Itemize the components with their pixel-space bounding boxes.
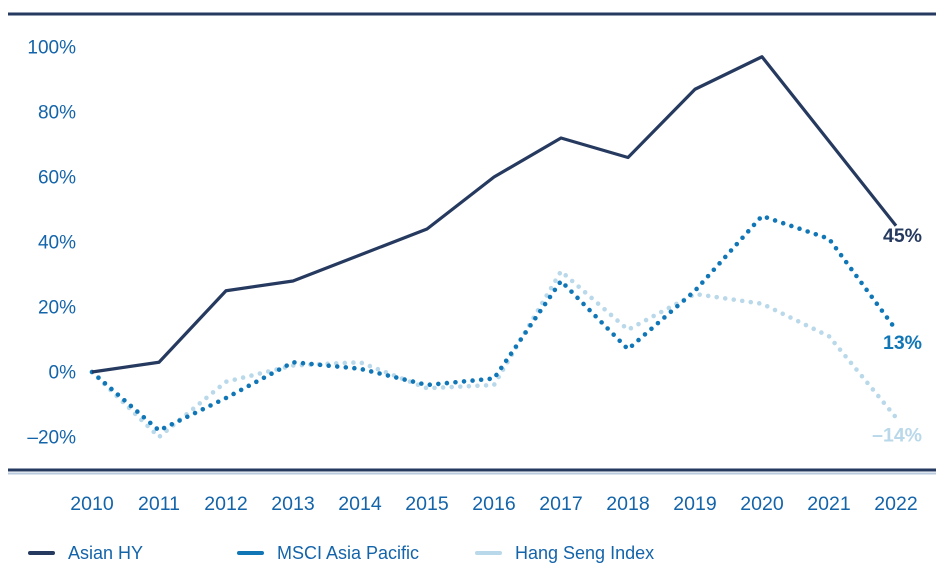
series-line-asian-hy	[91, 55, 898, 374]
x-tick-label: 2014	[338, 493, 382, 515]
chart-canvas: 100% 80% 60% 40% 20% 0% –20% 2010 2011 2012 2013 20…	[8, 12, 936, 515]
y-tick-label: 0%	[49, 363, 77, 384]
legend: Asian HY MSCI Asia Pacific Hang Seng Ind…	[0, 541, 941, 567]
legend-item-asian-hy: Asian HY	[28, 541, 143, 565]
y-tick-label: 100%	[27, 38, 76, 59]
x-tick-label: 2011	[138, 493, 180, 515]
x-tick-label: 2012	[204, 493, 247, 515]
legend-label-hang-seng-index: Hang Seng Index	[515, 543, 655, 563]
legend-label-msci-asia-pacific: MSCI Asia Pacific	[277, 543, 420, 563]
legend-label-asian-hy: Asian HY	[68, 543, 144, 563]
x-tick-label: 2016	[472, 493, 515, 515]
x-tick-label: 2010	[70, 493, 114, 515]
series-line-hang-seng-index	[89, 268, 899, 440]
series-line-msci-asia-pacific	[89, 213, 899, 433]
legend-swatch-msci-asia-pacific	[237, 551, 264, 555]
x-tick-label: 2020	[740, 493, 784, 515]
y-tick-label: –20%	[27, 428, 76, 449]
legend-item-hang-seng-index: Hang Seng Index	[475, 541, 654, 565]
x-tick-label: 2019	[673, 493, 716, 515]
x-tick-label: 2018	[606, 493, 649, 515]
end-label-msci-asia-pacific: 13%	[883, 332, 922, 354]
legend-swatch-hang-seng-index	[475, 551, 502, 555]
y-tick-label: 80%	[38, 103, 76, 124]
end-label-asian-hy: 45%	[883, 225, 922, 247]
x-tick-label: 2013	[271, 493, 314, 515]
x-tick-label: 2022	[874, 493, 917, 515]
legend-item-msci-asia-pacific: MSCI Asia Pacific	[237, 541, 419, 565]
legend-swatch-asian-hy	[28, 551, 55, 555]
y-tick-label: 20%	[38, 298, 76, 319]
x-tick-label: 2015	[405, 493, 449, 515]
x-tick-label: 2017	[539, 493, 582, 515]
end-label-hang-seng-index: –14%	[872, 425, 922, 447]
x-tick-label: 2021	[807, 493, 850, 515]
y-tick-label: 40%	[38, 233, 76, 254]
y-tick-label: 60%	[38, 168, 76, 189]
